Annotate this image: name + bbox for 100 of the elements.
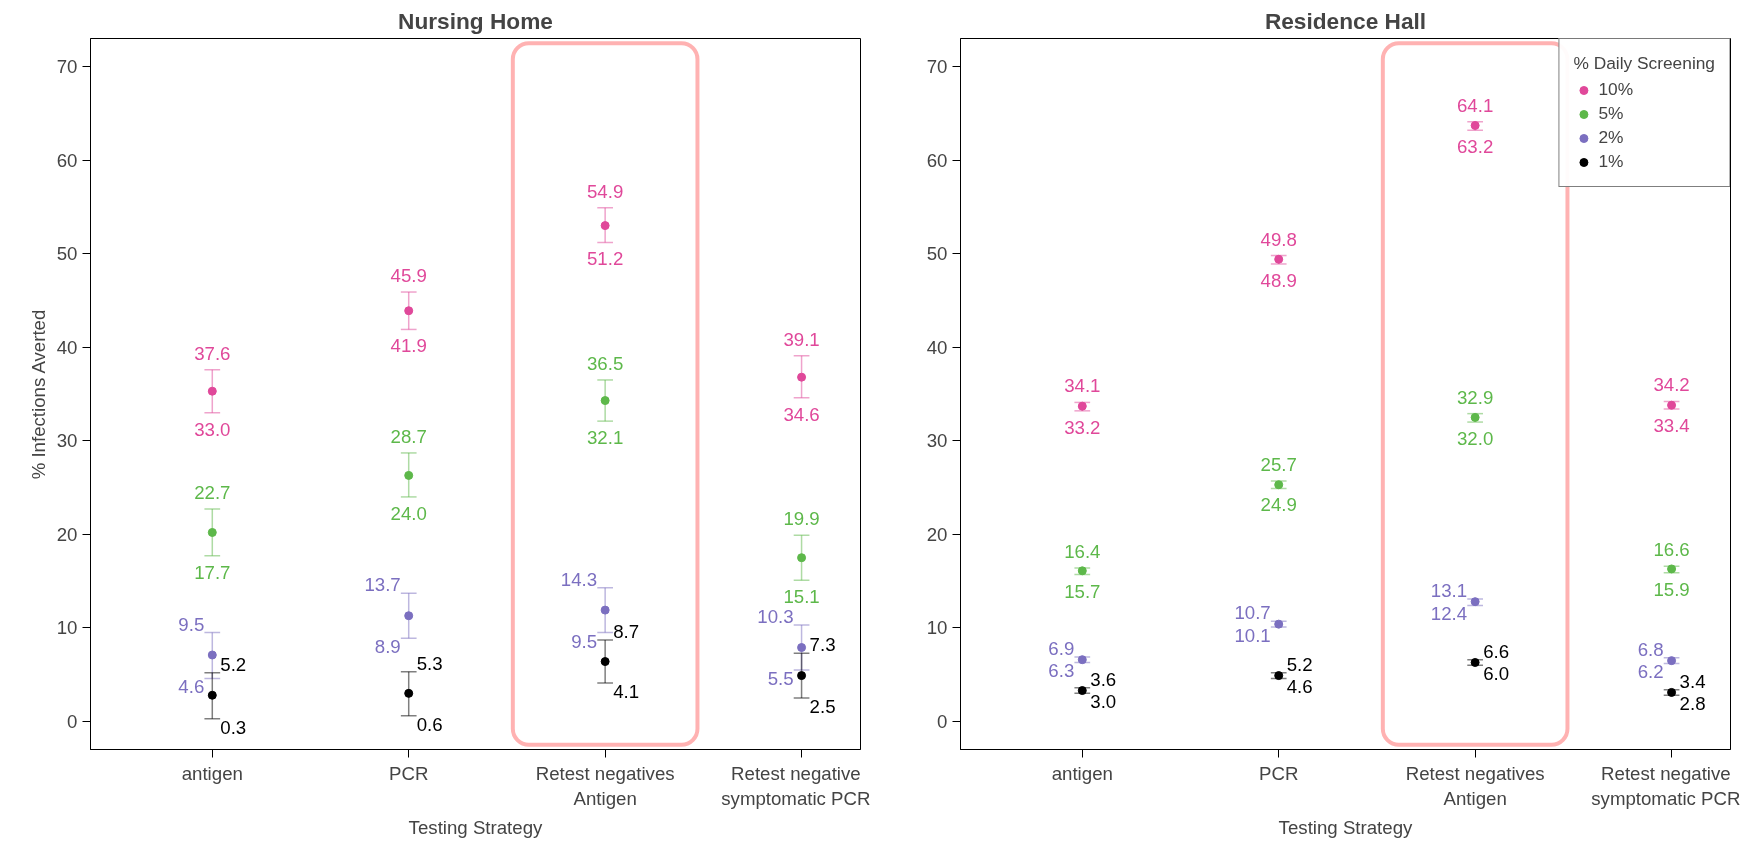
annotation: 5.5 — [767, 667, 794, 689]
point — [207, 690, 217, 700]
annotation: 5.2 — [1286, 653, 1313, 675]
annotation: 34.1 — [1064, 375, 1101, 397]
point — [600, 396, 610, 406]
annotation: 8.7 — [613, 621, 640, 643]
point — [797, 372, 807, 382]
annotation: 33.2 — [1064, 416, 1101, 438]
annotation: 14.3 — [560, 568, 598, 590]
y-tick-label: 0 — [67, 710, 78, 732]
point — [1667, 656, 1677, 666]
y-tick-label: 20 — [926, 523, 948, 545]
annotation: 10.7 — [1234, 602, 1271, 624]
annotation: 5.3 — [416, 652, 443, 674]
point — [1667, 687, 1677, 697]
annotation: 33.0 — [194, 418, 231, 440]
y-tick-label: 10 — [56, 617, 78, 639]
point — [600, 221, 610, 231]
point — [207, 650, 217, 660]
x-tick-label: Retest negative symptomatic PCR — [721, 762, 871, 809]
x-tick-label: Retest negatives Antigen — [535, 762, 675, 809]
annotation: 10.3 — [757, 606, 794, 628]
point — [797, 671, 807, 681]
point — [1077, 686, 1087, 696]
legend-title: % Daily Screening — [1573, 53, 1715, 74]
point — [207, 386, 217, 396]
x-axis-title: Testing Strategy — [1278, 816, 1414, 838]
y-tick-label: 30 — [56, 430, 78, 452]
annotation: 6.8 — [1637, 638, 1664, 660]
y-tick-label: 50 — [56, 243, 78, 265]
legend-label: 1% — [1598, 151, 1624, 172]
annotation: 3.0 — [1090, 691, 1117, 713]
annotation: 0.3 — [220, 716, 247, 738]
x-axis-title: Testing Strategy — [408, 816, 544, 838]
annotation: 16.4 — [1064, 541, 1101, 563]
annotation: 12.4 — [1430, 603, 1468, 625]
annotation: 16.6 — [1653, 539, 1690, 561]
point — [404, 688, 414, 698]
point — [1470, 121, 1480, 130]
x-tick-label: Retest negative symptomatic PCR — [1591, 762, 1741, 809]
annotation: 3.4 — [1679, 670, 1706, 692]
point — [1274, 619, 1284, 629]
x-tick-label: antigen — [181, 762, 243, 784]
annotation: 39.1 — [783, 328, 820, 350]
annotation: 15.9 — [1653, 578, 1690, 600]
annotation: 9.5 — [178, 613, 205, 635]
annotation: 49.8 — [1260, 228, 1297, 250]
point — [1274, 254, 1284, 264]
annotation: 34.6 — [783, 403, 820, 425]
annotation: 41.9 — [390, 335, 427, 357]
annotation: 32.9 — [1456, 386, 1494, 408]
y-tick-label: 30 — [926, 430, 948, 452]
point — [1667, 564, 1677, 574]
y-tick-label: 10 — [926, 617, 948, 639]
annotation: 5.2 — [220, 653, 247, 675]
y-tick-label: 40 — [926, 336, 948, 358]
annotation: 4.1 — [613, 681, 640, 703]
x-tick-label: Retest negatives Antigen — [1405, 762, 1545, 809]
point — [1077, 655, 1087, 665]
point — [1470, 658, 1480, 667]
annotation: 13.7 — [364, 574, 401, 596]
annotation: 9.5 — [571, 630, 598, 652]
point — [1274, 480, 1284, 490]
point — [404, 306, 414, 316]
annotation: 15.1 — [783, 586, 820, 608]
annotation: 4.6 — [1286, 676, 1313, 698]
y-tick-label: 40 — [56, 336, 78, 358]
annotation: 8.9 — [374, 636, 401, 658]
point — [1667, 400, 1677, 410]
annotation: 10.1 — [1234, 624, 1271, 646]
y-tick-label: 20 — [56, 523, 78, 545]
y-tick-label: 70 — [56, 56, 78, 78]
y-tick-label: 70 — [926, 56, 948, 78]
point — [600, 605, 610, 615]
y-tick-label: 60 — [926, 149, 948, 171]
point — [404, 611, 414, 621]
annotation: 64.1 — [1456, 94, 1494, 116]
annotation: 33.4 — [1653, 414, 1690, 436]
x-tick-label: antigen — [1051, 762, 1113, 784]
annotation: 24.9 — [1260, 494, 1297, 516]
legend-label: 10% — [1598, 79, 1634, 100]
legend-label: 2% — [1598, 127, 1624, 148]
annotation: 28.7 — [390, 425, 427, 447]
annotation: 15.7 — [1064, 580, 1101, 602]
chart-title: Residence Hall — [1264, 7, 1427, 34]
y-axis-title: % Infections Averted — [27, 309, 49, 480]
annotation: 32.0 — [1456, 428, 1494, 450]
annotation: 6.0 — [1483, 663, 1510, 685]
annotation: 24.0 — [390, 502, 427, 524]
chart-title: Nursing Home — [398, 7, 553, 34]
annotation: 25.7 — [1260, 454, 1297, 475]
annotation: 13.1 — [1430, 579, 1468, 601]
annotation: 32.1 — [586, 427, 624, 449]
point — [1470, 412, 1480, 422]
annotation: 6.6 — [1483, 640, 1510, 662]
y-tick-label: 60 — [56, 149, 78, 171]
point — [797, 643, 807, 653]
x-tick-label: PCR — [1259, 762, 1299, 784]
annotation: 51.2 — [586, 248, 624, 270]
x-tick-label: PCR — [389, 762, 429, 784]
